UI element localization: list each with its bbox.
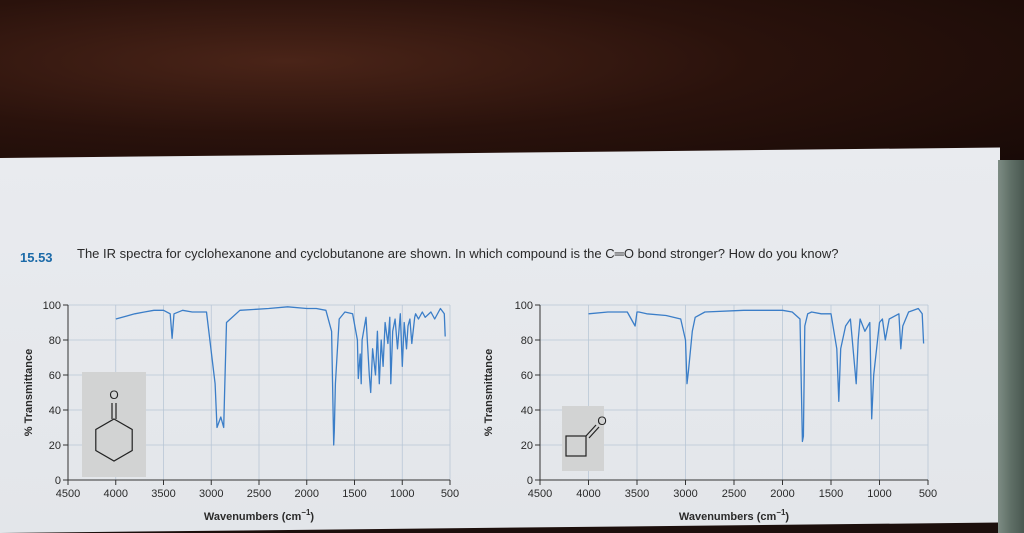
x-tick-label: 4500 (528, 488, 552, 500)
x-tick-label: 4500 (56, 488, 80, 500)
y-tick-label: 100 (515, 300, 533, 312)
x-axis-title-main: Wavenumbers (cm (204, 511, 302, 523)
x-tick-label: 3500 (625, 488, 649, 500)
carbonyl-bond (585, 424, 597, 437)
y-tick-label: 0 (55, 475, 61, 487)
x-tick-label: 1500 (819, 488, 843, 500)
y-tick-label: 40 (521, 405, 533, 417)
problem-text: The IR spectra for cyclohexanone and cyc… (77, 246, 839, 261)
cyclobutane-ring (565, 435, 587, 457)
x-tick-label: 4000 (576, 488, 600, 500)
y-tick-label: 80 (49, 335, 61, 347)
carbonyl-bond (588, 426, 600, 439)
cyclohexane-ring (95, 418, 133, 462)
y-tick-label: 80 (521, 335, 533, 347)
x-axis-title-close: ) (785, 511, 789, 523)
x-tick-label: 2500 (722, 488, 746, 500)
x-tick-label: 2000 (770, 488, 794, 500)
page-edge (998, 160, 1024, 533)
spectrum-line-cyclobutanone (588, 307, 925, 443)
problem-number: 15.53 (20, 250, 53, 265)
y-tick-label: 100 (43, 300, 61, 312)
x-tick-label: 1000 (867, 488, 891, 500)
structure-box (562, 406, 604, 471)
x-tick-label: 2500 (247, 488, 271, 500)
x-axis-title: Wavenumbers (cm−1) (204, 508, 315, 523)
x-axis-title-sup: −1 (301, 508, 311, 517)
ir-spectrum-cyclohexanone: 0 20 40 60 80 100 4500 4000 3500 3000 2500 2000 1500… (23, 300, 459, 523)
x-tick-label: 2000 (295, 488, 319, 500)
oxygen-atom-label: O (109, 388, 118, 402)
x-tick-label: 1000 (390, 488, 414, 500)
y-tick-label: 60 (521, 370, 533, 382)
y-tick-label: 40 (49, 405, 61, 417)
y-tick-label: 60 (49, 370, 61, 382)
structure-box (82, 372, 146, 477)
x-axis-title: Wavenumbers (cm−1) (679, 508, 790, 523)
x-axis-title-sup: −1 (776, 508, 786, 517)
x-tick-label: 4000 (104, 488, 128, 500)
oxygen-atom-label: O (597, 414, 606, 428)
x-tick-label: 3000 (199, 488, 223, 500)
x-axis-title-main: Wavenumbers (cm (679, 511, 777, 523)
structure-cyclohexanone: O (82, 372, 146, 477)
y-axis-title: % Transmittance (483, 349, 495, 436)
structure-cyclobutanone: O (562, 406, 607, 471)
x-axis-title-close: ) (310, 511, 314, 523)
y-tick-label: 20 (49, 440, 61, 452)
background-top (0, 0, 1024, 175)
y-axis-title: % Transmittance (23, 349, 35, 436)
y-tick-label: 20 (521, 440, 533, 452)
spectrum-line-cyclohexanone (115, 306, 446, 446)
ir-spectrum-cyclobutanone: 0 20 40 60 80 100 4500 4000 3500 3000 2500 2000 1500… (483, 300, 937, 523)
x-tick-label: 3000 (673, 488, 697, 500)
x-tick-label: 3500 (151, 488, 175, 500)
x-tick-label: 1500 (342, 488, 366, 500)
y-tick-label: 0 (527, 475, 533, 487)
x-tick-label: 500 (919, 488, 937, 500)
x-tick-label: 500 (441, 488, 459, 500)
